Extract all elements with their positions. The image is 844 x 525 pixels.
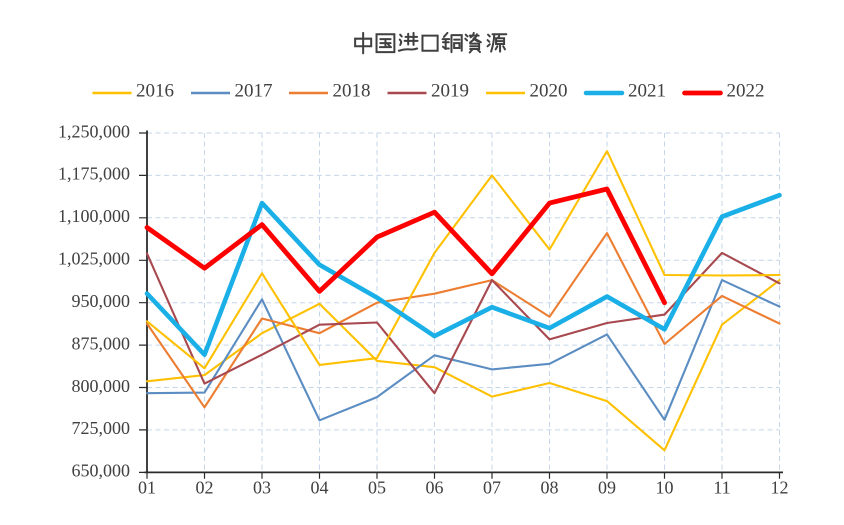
svg-text:2021: 2021: [628, 81, 666, 102]
svg-text:03: 03: [253, 478, 271, 498]
svg-text:800,000: 800,000: [72, 376, 131, 396]
svg-text:2016: 2016: [136, 81, 174, 102]
svg-text:2018: 2018: [333, 81, 371, 102]
svg-text:08: 08: [541, 478, 559, 498]
svg-text:01: 01: [138, 478, 156, 498]
svg-text:1,100,000: 1,100,000: [58, 206, 130, 226]
svg-text:2019: 2019: [431, 81, 469, 102]
svg-text:07: 07: [483, 478, 501, 498]
svg-text:1,175,000: 1,175,000: [58, 164, 130, 184]
svg-text:11: 11: [713, 478, 730, 498]
svg-text:950,000: 950,000: [72, 291, 131, 311]
svg-text:2022: 2022: [727, 81, 765, 102]
svg-text:06: 06: [426, 478, 444, 498]
svg-text:09: 09: [598, 478, 616, 498]
svg-text:05: 05: [368, 478, 386, 498]
svg-text:02: 02: [196, 478, 214, 498]
svg-text:10: 10: [656, 478, 674, 498]
svg-text:875,000: 875,000: [72, 333, 131, 353]
svg-text:2020: 2020: [530, 81, 568, 102]
svg-text:1,250,000: 1,250,000: [58, 121, 130, 141]
svg-text:725,000: 725,000: [72, 418, 131, 438]
svg-text:12: 12: [771, 478, 789, 498]
svg-text:2017: 2017: [235, 81, 273, 102]
svg-text:650,000: 650,000: [72, 461, 131, 481]
svg-text:04: 04: [311, 478, 329, 498]
svg-text:1,025,000: 1,025,000: [58, 249, 130, 269]
